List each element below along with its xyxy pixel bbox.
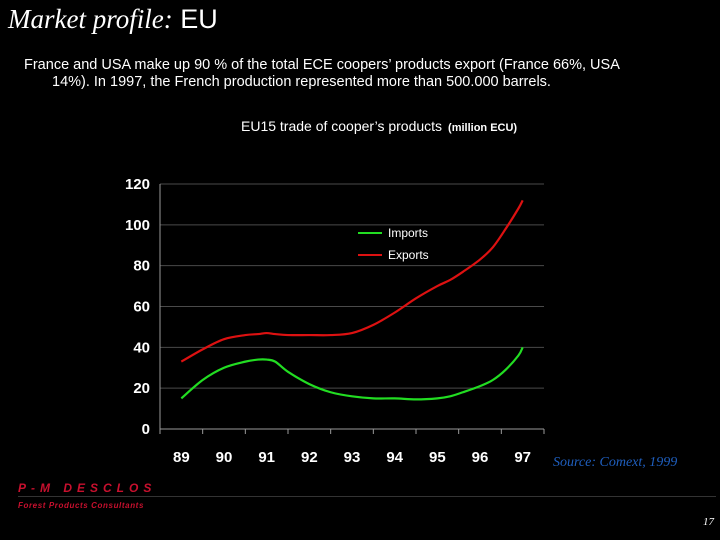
x-tick-label: 90 <box>216 449 233 466</box>
intro-line-2: 14%). In 1997, the French production rep… <box>52 74 551 90</box>
page-number: 17 <box>703 516 714 528</box>
y-tick-label: 60 <box>133 299 150 316</box>
y-tick-label: 80 <box>133 258 150 275</box>
legend-label-imports: Imports <box>388 226 428 240</box>
x-tick-label: 93 <box>344 449 361 466</box>
y-tick-label: 20 <box>133 380 150 397</box>
y-tick-label: 40 <box>133 339 150 356</box>
intro-line-1: France and USA make up 90 % of the total… <box>24 57 620 73</box>
series-line-imports <box>180 346 524 401</box>
slide-title: Market profile: EU <box>8 4 218 35</box>
intro-paragraph: France and USA make up 90 % of the total… <box>24 57 714 91</box>
brand-subtitle: Forest Products Consultants <box>18 501 144 510</box>
x-tick-label: 91 <box>258 449 275 466</box>
y-tick-label: 120 <box>125 176 150 193</box>
legend-label-exports: Exports <box>388 248 429 262</box>
y-tick-label: 0 <box>142 421 150 438</box>
slide-title-italic: Market profile: <box>8 4 173 34</box>
y-tick-label: 100 <box>125 217 150 234</box>
brand-logo-text: P-M DESCLOS <box>18 481 157 495</box>
footer-divider <box>18 496 716 497</box>
x-tick-label: 97 <box>514 449 531 466</box>
chart-title-text: EU15 trade of cooper’s products <box>241 118 443 134</box>
x-tick-label: 89 <box>173 449 190 466</box>
x-tick-label: 92 <box>301 449 318 466</box>
x-tick-label: 95 <box>429 449 446 466</box>
slide-title-region: EU <box>180 4 218 34</box>
chart-unit: (million ECU) <box>448 122 518 134</box>
x-tick-label: 96 <box>472 449 489 466</box>
chart-title: EU15 trade of cooper’s products (million … <box>241 118 517 134</box>
source-note: Source: Comext, 1999 <box>553 455 678 470</box>
series-line-exports <box>180 199 524 363</box>
x-tick-label: 94 <box>386 449 403 466</box>
